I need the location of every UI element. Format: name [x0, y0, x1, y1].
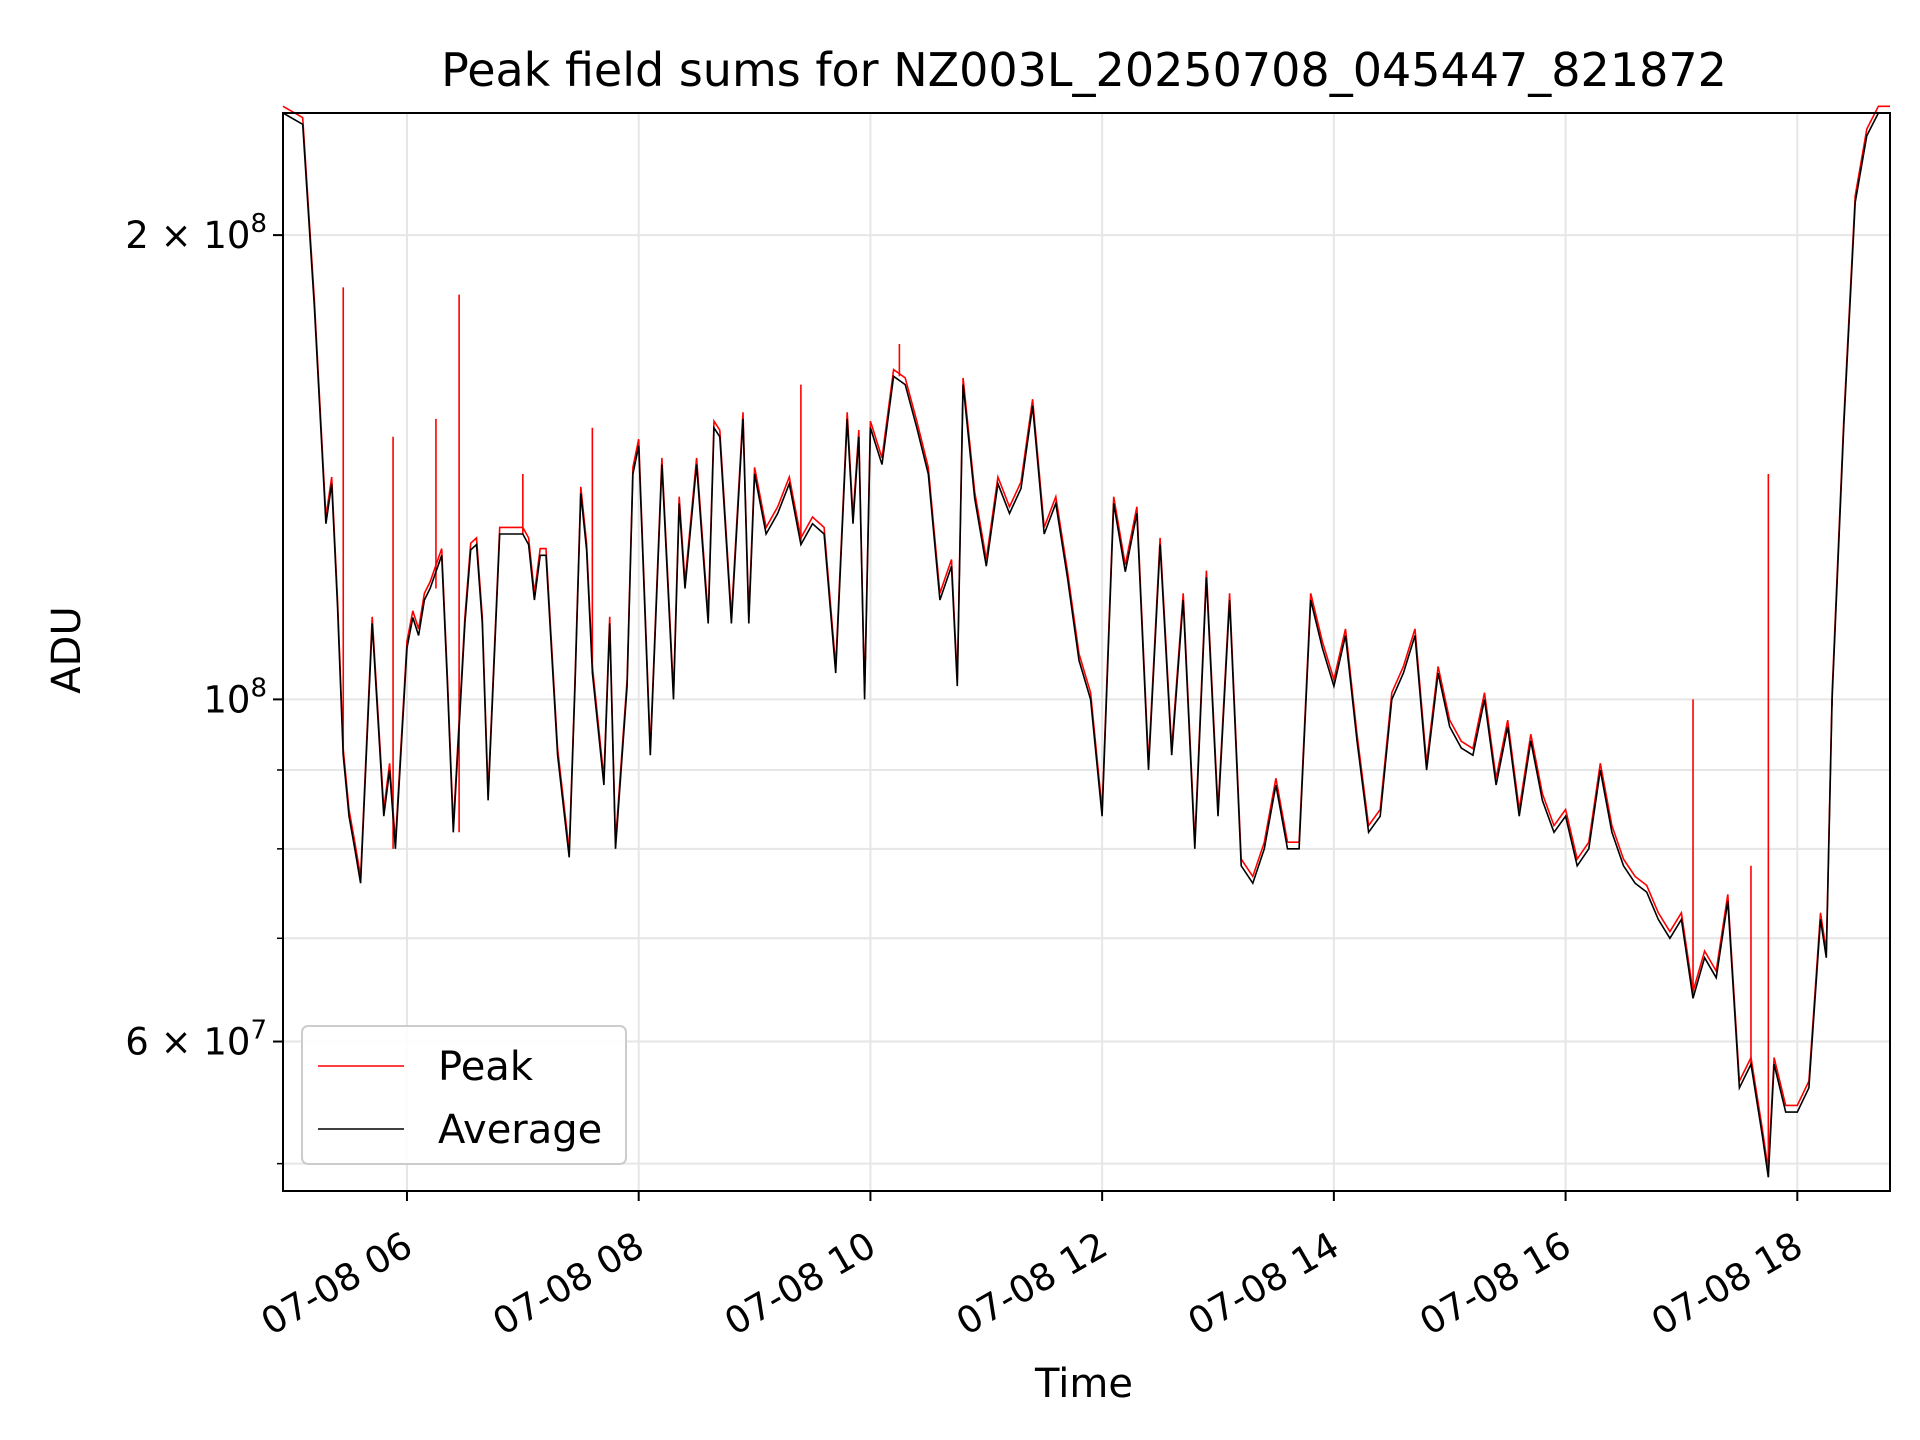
y-tick-label: 2 × 108 [125, 209, 267, 257]
legend-label-peak: Peak [438, 1044, 534, 1090]
y-tick-label: 6 × 107 [125, 1016, 267, 1064]
chart-title: Peak field sums for NZ003L_20250708_0454… [441, 43, 1727, 97]
legend: Peak Average [301, 1025, 627, 1165]
y-axis-label: ADU [44, 606, 90, 693]
series-lines [282, 105, 1890, 1178]
x-axis-label: Time [1034, 1361, 1133, 1407]
series-line-average [282, 112, 1890, 1178]
plot-frame [282, 112, 1891, 1192]
y-tick-label: 108 [203, 673, 267, 721]
legend-label-average: Average [438, 1107, 602, 1153]
